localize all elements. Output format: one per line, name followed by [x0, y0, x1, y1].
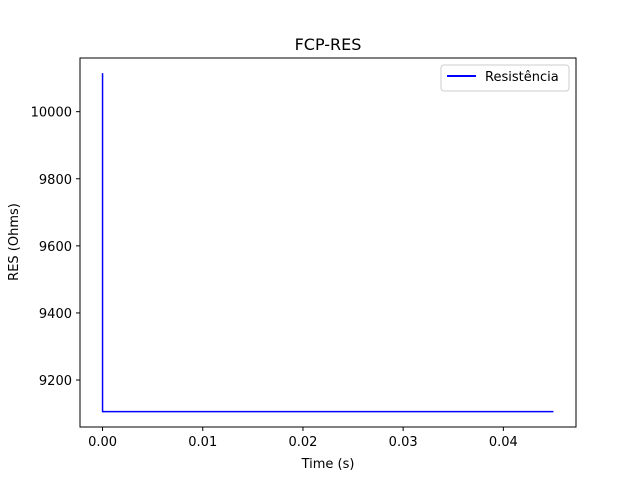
series-line-resistencia: [101, 73, 554, 413]
x-tick-label: 0.03: [389, 435, 418, 450]
chart-title: FCP-RES: [295, 35, 362, 54]
x-tick-label: 0.00: [88, 435, 117, 450]
x-axis-label: Time (s): [301, 457, 355, 472]
legend-box: [440, 64, 570, 92]
axis-ticks: 0.00 0.01 0.02 0.03 0.04 9200 9400 9600 9800 1000…: [31, 106, 518, 450]
y-tick-label: 10000: [31, 106, 72, 121]
plot-area-frame: [79, 57, 577, 428]
legend: Resistência: [440, 64, 570, 92]
series-layer: [101, 73, 554, 413]
y-tick-label: 9200: [39, 374, 72, 389]
x-tick-label: 0.04: [489, 435, 518, 450]
x-tick-label: 0.02: [288, 435, 317, 450]
legend-entry-label: Resistência: [485, 70, 559, 85]
y-tick-label: 9400: [39, 307, 72, 322]
y-tick-label: 9600: [39, 240, 72, 255]
y-tick-label: 9800: [39, 173, 72, 188]
x-tick-label: 0.01: [188, 435, 217, 450]
y-axis-label: RES (Ohms): [7, 203, 22, 281]
